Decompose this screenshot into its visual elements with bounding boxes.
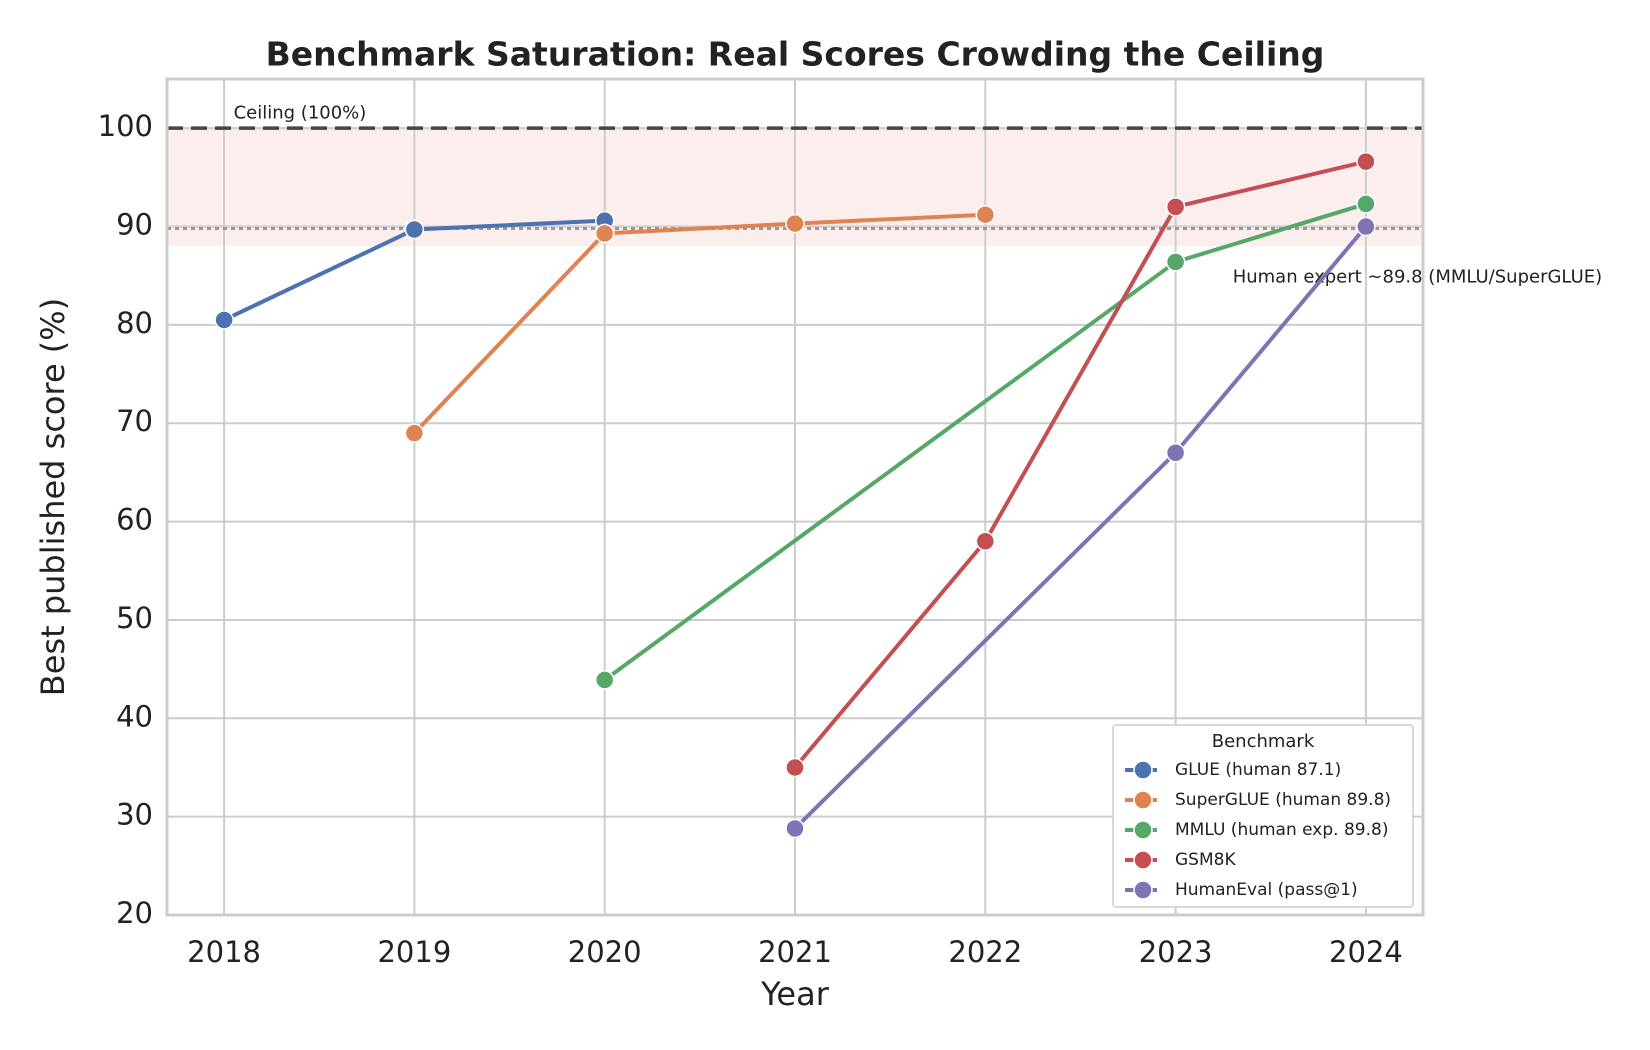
y-tick-label: 20: [116, 896, 153, 930]
y-tick-label: 60: [116, 503, 153, 537]
legend-label: GSM8K: [1175, 850, 1236, 870]
legend-box: [1112, 724, 1414, 908]
data-point: [1356, 194, 1376, 214]
data-point: [1165, 197, 1186, 217]
reference-label: Human expert ~89.8 (MMLU/SuperGLUE): [1233, 267, 1602, 288]
data-point: [214, 310, 234, 330]
legend-swatch: [1133, 790, 1153, 810]
data-point: [1356, 151, 1376, 172]
legend-label: MMLU (human exp. 89.8): [1175, 820, 1388, 840]
x-tick-label: 2019: [377, 935, 451, 969]
x-tick-label: 2023: [1139, 935, 1213, 969]
x-tick-label: 2020: [568, 935, 642, 969]
series-line: [793, 159, 1367, 769]
plot-frame: [165, 77, 1425, 917]
chart-title: Benchmark Saturation: Real Scores Crowdi…: [266, 35, 1325, 74]
x-axis-label: Year: [760, 975, 830, 1013]
data-point: [594, 223, 615, 244]
reference-label: Ceiling (100%): [234, 102, 367, 123]
data-point: [1356, 216, 1376, 237]
data-point: [785, 213, 805, 234]
legend-label: HumanEval (pass@1): [1175, 880, 1358, 900]
y-axis-label: Best published score (%): [34, 298, 72, 696]
data-point: [785, 818, 805, 839]
data-point: [594, 670, 615, 690]
legend-title: Benchmark: [1212, 731, 1315, 752]
y-tick-label: 90: [116, 208, 153, 242]
y-tick-label: 50: [116, 601, 153, 635]
y-tick-label: 70: [116, 404, 153, 438]
data-point: [785, 757, 805, 778]
data-point: [404, 423, 425, 443]
data-point: [1165, 442, 1186, 463]
legend-label: SuperGLUE (human 89.8): [1175, 790, 1391, 810]
legend-swatch: [1133, 820, 1153, 840]
y-tick-label: 80: [116, 306, 153, 340]
y-tick-label: 100: [98, 109, 153, 143]
x-tick-label: 2022: [948, 935, 1022, 969]
legend-swatch: [1133, 850, 1153, 870]
data-point: [975, 204, 996, 225]
data-point: [975, 531, 996, 552]
x-tick-label: 2024: [1329, 935, 1403, 969]
y-tick-label: 40: [116, 699, 153, 733]
x-tick-label: 2021: [758, 935, 832, 969]
data-point: [404, 219, 425, 240]
data-point: [1165, 252, 1186, 272]
x-tick-label: 2018: [187, 935, 261, 969]
legend-label: GLUE (human 87.1): [1175, 760, 1341, 780]
legend-swatch: [1133, 760, 1153, 780]
y-tick-label: 30: [116, 798, 153, 832]
legend-swatch: [1133, 880, 1153, 900]
series-line: [412, 212, 986, 435]
